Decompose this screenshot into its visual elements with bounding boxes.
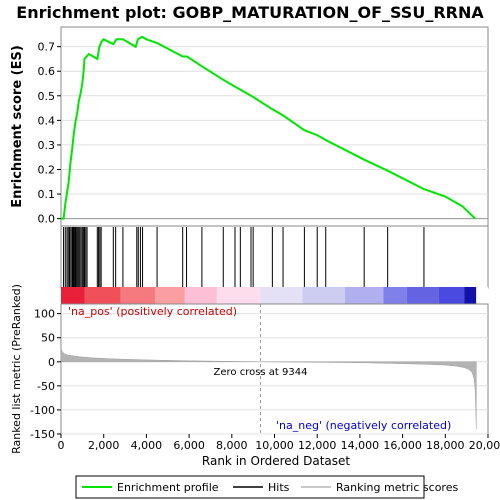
x-tick-label: 4,000 — [131, 439, 163, 452]
x-tick-label: 20,000 — [469, 439, 500, 452]
legend-metric-label: Ranking metric scores — [336, 481, 458, 494]
color-bar-segment — [464, 287, 477, 304]
color-bar-segment — [260, 287, 303, 304]
enrichment-frame — [60, 26, 489, 227]
ranking-metric-area — [60, 346, 477, 430]
color-bar-segment — [61, 287, 85, 304]
color-bar-segment — [184, 287, 217, 304]
ranked-metric-y-tick-label: 100 — [34, 308, 55, 321]
x-tick-label: 0 — [58, 439, 65, 452]
zero-cross-label: Zero cross at 9344 — [214, 367, 308, 378]
enrichment-y-tick-label: 0.0 — [38, 213, 56, 226]
x-tick-label: 14,000 — [341, 439, 380, 452]
x-tick-label: 10,000 — [255, 439, 294, 452]
color-bar-segment — [406, 287, 439, 304]
ranked-metric-y-axis-label: Ranked list metric (PreRanked) — [10, 284, 23, 454]
enrichment-y-tick-label: 0.2 — [38, 163, 56, 176]
hits-panel — [60, 225, 489, 289]
ranked-metric-y-tick-label: 0 — [48, 356, 55, 369]
color-bar-segment — [344, 287, 384, 304]
ranked-metric-y-tick-label: 50 — [41, 332, 55, 345]
color-bar-segment — [120, 287, 155, 304]
ranked-metric-frame — [60, 303, 489, 435]
x-tick-label: 6,000 — [173, 439, 205, 452]
color-bar-segment — [154, 287, 185, 304]
hits-frame — [60, 225, 489, 289]
negative-correlation-label: 'na_neg' (negatively correlated) — [276, 419, 451, 432]
x-tick-label: 18,000 — [426, 439, 465, 452]
color-bar-segment — [216, 287, 261, 304]
enrichment-y-tick-label: 0.3 — [38, 139, 56, 152]
positive-correlation-label: 'na_pos' (positively correlated) — [68, 305, 237, 318]
ranked-metric-y-tick-label: -100 — [30, 404, 55, 417]
ranked-metric-y-tick-label: -150 — [30, 428, 55, 441]
enrichment-grid — [61, 46, 488, 220]
x-tick-label: 16,000 — [383, 439, 422, 452]
enrichment-y-tick-label: 0.1 — [38, 188, 56, 201]
enrichment-y-tick-label: 0.4 — [38, 114, 56, 127]
x-tick-label: 8,000 — [216, 439, 248, 452]
hit-lines — [63, 227, 425, 287]
enrichment-y-tick-label: 0.6 — [38, 65, 56, 78]
color-bar-segment — [84, 287, 121, 304]
color-bar-tail — [476, 287, 488, 304]
ranked-metric-y-tick-label: -50 — [37, 380, 55, 393]
ranked-metric-y-ticks: 100 50 0 -50 -100 -150 — [30, 308, 61, 441]
enrichment-y-tick-label: 0.5 — [38, 90, 56, 103]
x-axis-ticks: 0 2,000 4,000 6,000 8,000 10,000 12,000 14,000 1… — [58, 434, 500, 452]
enrichment-panel: 0.0 0.1 0.2 0.3 0.4 0.5 0.6 0.7 Enrichment scor… — [10, 26, 489, 227]
enrichment-y-ticks: 0.0 0.1 0.2 0.3 0.4 0.5 0.6 0.7 — [38, 41, 61, 226]
x-axis-label: Rank in Ordered Dataset — [202, 454, 350, 468]
ranking-color-bar — [61, 287, 488, 304]
chart-title: Enrichment plot: GOBP_MATURATION_OF_SSU_… — [16, 3, 484, 22]
legend: Enrichment profile Hits Ranking metric s… — [75, 475, 458, 499]
color-bar-segment — [302, 287, 345, 304]
color-bar-segment — [383, 287, 407, 304]
legend-hits-label: Hits — [268, 481, 290, 494]
color-bar-segment — [438, 287, 465, 304]
enrichment-profile-line — [61, 35, 476, 220]
x-tick-label: 2,000 — [88, 439, 120, 452]
ranked-metric-panel: 100 50 0 -50 -100 -150 'na_pos' (positively c… — [10, 284, 489, 454]
enrichment-y-tick-label: 0.7 — [38, 41, 56, 54]
x-tick-label: 12,000 — [298, 439, 337, 452]
legend-enrichment-label: Enrichment profile — [117, 481, 219, 494]
enrichment-y-axis-label: Enrichment score (ES) — [10, 45, 25, 208]
